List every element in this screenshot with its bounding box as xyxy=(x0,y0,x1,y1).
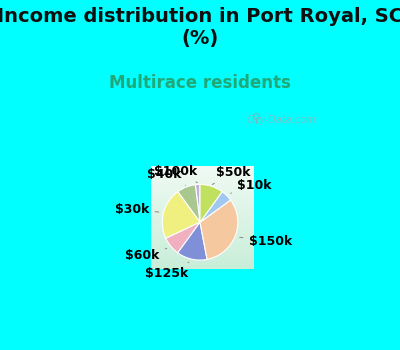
Text: $40k: $40k xyxy=(147,168,185,186)
Text: $125k: $125k xyxy=(145,262,189,280)
Wedge shape xyxy=(166,222,200,253)
Text: $100k: $100k xyxy=(154,165,198,183)
Text: $150k: $150k xyxy=(240,235,292,248)
Wedge shape xyxy=(200,200,238,259)
Wedge shape xyxy=(195,184,200,222)
Wedge shape xyxy=(200,184,222,222)
Text: Income distribution in Port Royal, SC
(%): Income distribution in Port Royal, SC (%… xyxy=(0,7,400,48)
Text: Multirace residents: Multirace residents xyxy=(109,74,291,92)
Wedge shape xyxy=(178,185,200,222)
Text: $10k: $10k xyxy=(231,179,271,193)
Text: ⚲: ⚲ xyxy=(252,112,261,125)
Text: City-Data.com: City-Data.com xyxy=(247,115,316,125)
Wedge shape xyxy=(200,192,230,222)
Wedge shape xyxy=(178,222,207,260)
Wedge shape xyxy=(162,192,200,238)
Text: $60k: $60k xyxy=(126,248,167,262)
Text: $30k: $30k xyxy=(115,203,159,216)
Text: $50k: $50k xyxy=(212,166,251,184)
